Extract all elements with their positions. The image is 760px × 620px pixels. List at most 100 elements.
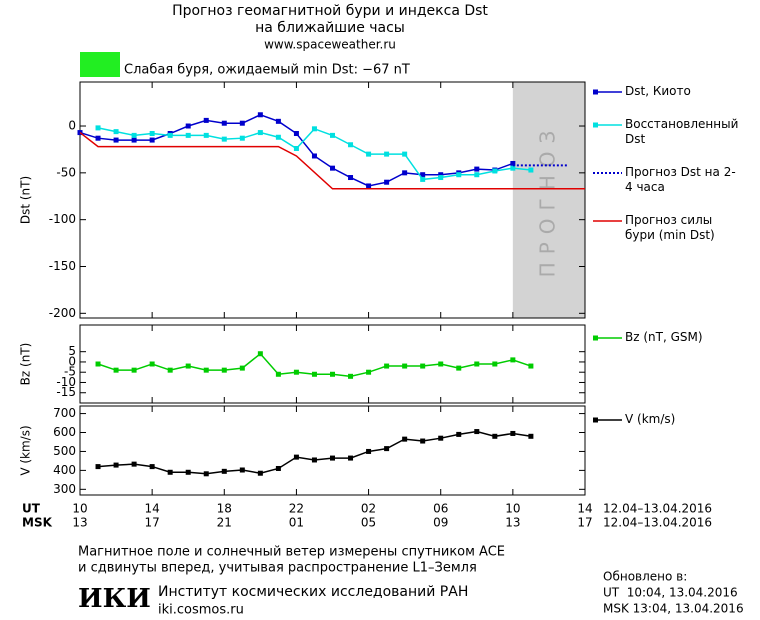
point [492, 361, 498, 367]
point [510, 160, 516, 166]
point [384, 446, 390, 452]
point [203, 367, 209, 373]
y-tick-label: -200 [49, 306, 76, 320]
logo: ИКИ [78, 584, 151, 614]
point [95, 464, 101, 470]
point [311, 153, 317, 159]
url: www.spaceweather.ru [264, 38, 396, 52]
y-tick-label: -50 [56, 165, 76, 179]
point [474, 172, 480, 178]
y-tick-label: 500 [53, 444, 76, 458]
x-tick-label: 17 [145, 516, 160, 530]
point [221, 367, 227, 373]
point [311, 457, 317, 463]
legend-marker [593, 89, 598, 95]
point [402, 363, 408, 369]
point [330, 371, 335, 377]
point [149, 464, 155, 470]
date-range: 12.04–13.04.2016 [603, 516, 712, 530]
forecast-label: ПРОГНОЗ [535, 123, 559, 278]
legend-marker [593, 122, 598, 128]
updated-ut: UT 10:04, 13.04.2016 [603, 586, 738, 600]
x-tick-label: 01 [289, 516, 304, 530]
point [239, 365, 245, 371]
x-tick-label: 14 [145, 502, 160, 516]
x-tick-label: 09 [433, 516, 448, 530]
y-tick-label: -5 [64, 365, 76, 379]
plot-frame [79, 405, 586, 496]
point [456, 365, 462, 371]
point [456, 431, 462, 437]
y-tick-label: -150 [49, 259, 76, 273]
institute: Институт космических исследований РАН [158, 584, 468, 600]
title: на ближайшие часы [255, 20, 405, 36]
updated: Обновлено в: [603, 570, 687, 584]
date-range: 12.04–13.04.2016 [603, 502, 712, 516]
point [348, 455, 354, 461]
title: Прогноз геомагнитной бури и индекса Dst [172, 3, 488, 19]
point [474, 166, 480, 172]
point [167, 132, 173, 138]
y-tick-label: 700 [53, 406, 76, 420]
point [528, 363, 534, 369]
point [113, 462, 119, 468]
x-tick-label: 14 [577, 502, 592, 516]
x-tick-label: 10 [505, 502, 520, 516]
x-tick-label: 13 [505, 516, 520, 530]
legend-label: Прогноз Dst на 2-4 часа [625, 165, 736, 194]
point [221, 120, 227, 126]
point [239, 467, 245, 473]
point [474, 429, 480, 435]
point [528, 167, 534, 173]
point [311, 126, 317, 132]
point [275, 134, 281, 140]
axis-row-label: UT [22, 502, 41, 516]
point [257, 470, 263, 476]
point [113, 367, 119, 373]
point [131, 132, 137, 138]
point [149, 131, 155, 137]
point [384, 179, 390, 185]
point [293, 369, 299, 375]
legend-label: Прогноз силы бури (min Dst) [625, 213, 715, 242]
point [420, 363, 426, 369]
status-box [80, 52, 120, 77]
point [402, 436, 408, 442]
point [185, 132, 191, 138]
y-tick-label: 0 [68, 354, 76, 368]
y-tick-label: 0 [68, 119, 76, 133]
site: iki.cosmos.ru [158, 603, 244, 618]
axis-row-label: MSK [22, 516, 53, 530]
y-tick-label: 400 [53, 463, 76, 477]
point [366, 369, 372, 375]
point [311, 371, 317, 377]
point [149, 137, 155, 143]
point [95, 125, 101, 131]
y-tick-label: 600 [53, 425, 76, 439]
point [366, 183, 372, 189]
point [113, 137, 119, 143]
x-tick-label: 17 [577, 516, 592, 530]
point [239, 135, 245, 141]
point [528, 433, 534, 439]
y-axis-label: V (km/s) [19, 425, 33, 475]
plot-frame [79, 324, 586, 404]
status: Слабая буря, ожидаемый min Dst: −67 nT [124, 63, 410, 78]
y-tick-label: -15 [56, 385, 76, 399]
legend-label: Восстановленный Dst [625, 117, 739, 146]
point [366, 151, 372, 157]
series-line [97, 430, 532, 475]
point [492, 168, 498, 174]
point [492, 433, 498, 439]
note: Магнитное поле и солнечный ветер измерен… [78, 545, 505, 560]
x-tick-label: 02 [361, 502, 376, 516]
point [384, 363, 390, 369]
point [221, 468, 227, 474]
point [330, 132, 335, 138]
forecast-region [512, 82, 585, 318]
x-tick-label: 06 [433, 502, 448, 516]
point [95, 361, 101, 367]
point [257, 130, 263, 136]
